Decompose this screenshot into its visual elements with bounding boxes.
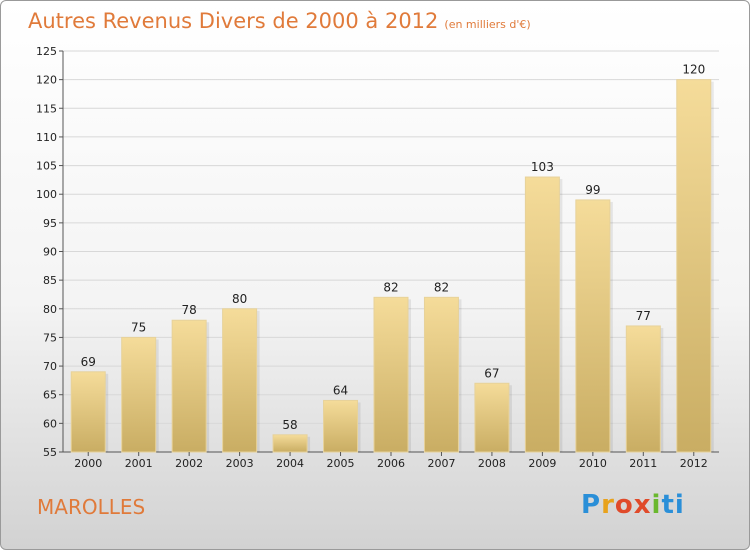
bar [625, 325, 661, 453]
y-tick-label: 65 [43, 389, 57, 402]
y-tick-label: 55 [43, 446, 57, 459]
x-tick-label: 2011 [629, 457, 657, 470]
bar-value-label: 82 [434, 280, 449, 294]
commune-name: MAROLLES [37, 495, 146, 519]
logo-letter: P [581, 490, 602, 520]
x-tick-label: 2010 [579, 457, 607, 470]
bar-value-label: 77 [636, 309, 651, 323]
y-tick-label: 120 [36, 74, 57, 87]
bar [373, 296, 409, 453]
bar [222, 308, 258, 453]
bar [272, 434, 308, 453]
x-tick-label: 2004 [276, 457, 304, 470]
chart-title-text: Autres Revenus Divers de 2000 à 2012 [28, 9, 439, 33]
bar [423, 296, 459, 453]
y-tick-label: 85 [43, 274, 57, 287]
logo-letter: r [601, 490, 615, 520]
logo-letter: x [633, 490, 652, 520]
y-tick-label: 100 [36, 188, 57, 201]
bar-value-label: 67 [484, 366, 499, 380]
bar [575, 199, 611, 453]
chart-title: Autres Revenus Divers de 2000 à 2012 (en … [28, 9, 531, 33]
bar [676, 79, 712, 453]
bar-value-label: 120 [682, 63, 705, 77]
y-tick-label: 80 [43, 303, 57, 316]
y-tick-label: 110 [36, 131, 57, 144]
bar [323, 399, 359, 453]
logo-letter: ti [661, 490, 685, 520]
x-tick-label: 2005 [327, 457, 355, 470]
bar-value-label: 69 [81, 355, 96, 369]
logo-letter: o [614, 490, 634, 520]
bar-value-label: 75 [131, 320, 146, 334]
bar-value-label: 99 [585, 183, 600, 197]
y-tick-label: 60 [43, 417, 57, 430]
proxiti-logo: Proxiti [581, 490, 685, 520]
x-tick-label: 2008 [478, 457, 506, 470]
bar-value-label: 58 [282, 418, 297, 432]
chart-subtitle: (en milliers d'€) [444, 18, 531, 31]
bar [121, 336, 157, 453]
y-tick-label: 95 [43, 217, 57, 230]
bar [474, 382, 510, 453]
bar [524, 176, 560, 453]
x-tick-label: 2006 [377, 457, 405, 470]
x-tick-label: 2000 [74, 457, 102, 470]
bar-value-label: 103 [531, 160, 554, 174]
x-tick-label: 2003 [226, 457, 254, 470]
y-tick-label: 75 [43, 331, 57, 344]
y-tick-label: 70 [43, 360, 57, 373]
bar-value-label: 80 [232, 292, 247, 306]
y-tick-label: 90 [43, 246, 57, 259]
bar-value-label: 78 [182, 303, 197, 317]
x-tick-label: 2009 [528, 457, 556, 470]
logo-letter: i [651, 490, 662, 520]
bar [171, 319, 207, 453]
y-tick-label: 125 [36, 45, 57, 58]
y-tick-label: 105 [36, 160, 57, 173]
y-tick-label: 115 [36, 102, 57, 115]
bar [70, 371, 106, 453]
x-tick-label: 2002 [175, 457, 203, 470]
x-tick-label: 2012 [680, 457, 708, 470]
x-tick-label: 2001 [125, 457, 153, 470]
x-tick-label: 2007 [427, 457, 455, 470]
bar-value-label: 64 [333, 383, 348, 397]
bar-value-label: 82 [383, 280, 398, 294]
